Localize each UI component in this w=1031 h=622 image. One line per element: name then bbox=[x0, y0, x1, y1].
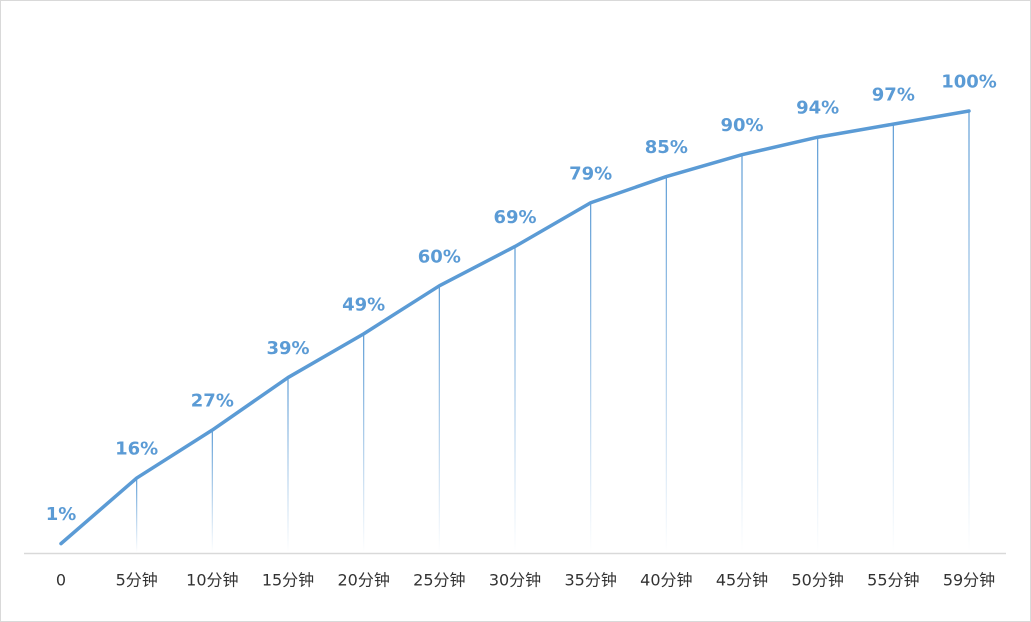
drop-line bbox=[136, 478, 138, 552]
x-tick-label: 5分钟 bbox=[116, 571, 158, 590]
series-line bbox=[59, 109, 971, 546]
data-label: 16% bbox=[115, 439, 158, 460]
data-label: 100% bbox=[941, 72, 997, 93]
x-tick-label: 55分钟 bbox=[867, 571, 919, 590]
x-tick-label: 10分钟 bbox=[186, 571, 238, 590]
data-label: 69% bbox=[493, 207, 536, 228]
data-label: 27% bbox=[191, 391, 234, 412]
x-tick-label: 30分钟 bbox=[489, 571, 541, 590]
x-tick-label: 45分钟 bbox=[716, 571, 768, 590]
data-label: 1% bbox=[46, 504, 77, 525]
data-labels: 1% 16% 27% 39% 49% 60% 69% 79% 85% 90% 94% 97% 100% bbox=[46, 72, 997, 526]
x-tick-label: 0 bbox=[56, 571, 66, 590]
x-tick-label: 25分钟 bbox=[413, 571, 465, 590]
drop-line bbox=[741, 154, 743, 552]
data-label: 94% bbox=[796, 98, 839, 119]
drop-line bbox=[287, 377, 289, 552]
data-label: 85% bbox=[645, 137, 688, 158]
drop-line bbox=[817, 137, 819, 552]
drop-line bbox=[665, 176, 667, 553]
data-label: 97% bbox=[872, 85, 915, 106]
drop-line bbox=[968, 111, 970, 552]
data-label: 79% bbox=[569, 163, 612, 184]
data-label: 49% bbox=[342, 294, 385, 315]
drop-lines bbox=[136, 111, 970, 553]
drop-line bbox=[892, 124, 894, 553]
data-label: 60% bbox=[418, 246, 461, 267]
x-tick-label: 40分钟 bbox=[640, 571, 692, 590]
x-tick-label: 59分钟 bbox=[943, 571, 995, 590]
x-tick-labels: 0 5分钟 10分钟 15分钟 20分钟 25分钟 30分钟 35分钟 40分钟 45分钟 50分钟… bbox=[56, 571, 995, 590]
data-label: 39% bbox=[266, 338, 309, 359]
drop-line bbox=[514, 246, 516, 552]
data-label: 90% bbox=[720, 115, 763, 136]
drop-line bbox=[590, 202, 592, 552]
drop-line bbox=[211, 430, 213, 552]
x-tick-label: 35分钟 bbox=[564, 571, 616, 590]
drop-line bbox=[363, 333, 365, 552]
x-tick-label: 20分钟 bbox=[337, 571, 389, 590]
drop-line bbox=[438, 285, 440, 552]
x-tick-label: 15分钟 bbox=[262, 571, 314, 590]
x-tick-label: 50分钟 bbox=[791, 571, 843, 590]
